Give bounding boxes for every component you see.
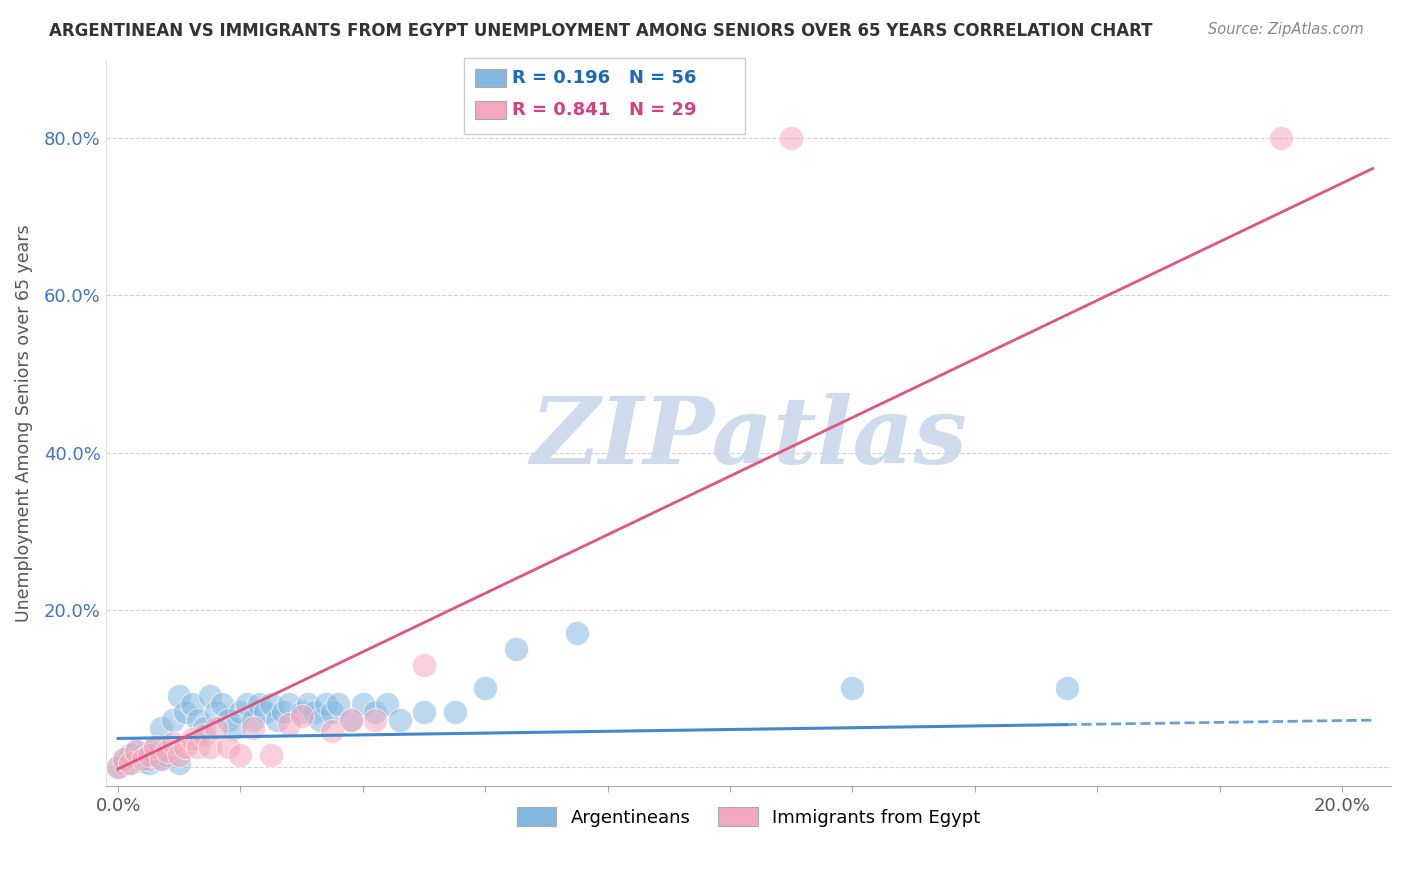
Point (443, 705, 465, 719)
Point (169, 756, 191, 770)
Point (143, 740, 166, 755)
Text: ZIPatlas: ZIPatlas (530, 392, 967, 483)
Text: R = 0.841   N = 29: R = 0.841 N = 29 (512, 101, 696, 119)
Point (291, 708, 314, 723)
Point (841, 681, 863, 696)
Point (413, 705, 436, 719)
Point (315, 697, 337, 711)
Point (120, 756, 142, 770)
Point (260, 747, 283, 762)
Point (198, 689, 221, 703)
Point (309, 713, 332, 727)
Point (169, 689, 191, 703)
Point (217, 740, 239, 755)
Point (112, 752, 135, 766)
Point (217, 713, 239, 727)
Text: ARGENTINEAN VS IMMIGRANTS FROM EGYPT UNEMPLOYMENT AMONG SENIORS OVER 65 YEARS CO: ARGENTINEAN VS IMMIGRANTS FROM EGYPT UNE… (49, 22, 1153, 40)
Point (278, 697, 301, 711)
Point (1270, 131, 1292, 145)
Point (187, 740, 209, 755)
Point (149, 752, 172, 766)
Point (413, 657, 436, 672)
Point (302, 705, 325, 719)
Point (364, 713, 387, 727)
Text: R = 0.196   N = 56: R = 0.196 N = 56 (512, 69, 696, 87)
Point (242, 721, 264, 735)
Point (780, 131, 803, 145)
Point (156, 747, 179, 762)
Point (112, 756, 135, 770)
Point (125, 744, 148, 758)
Point (143, 747, 166, 762)
Point (174, 705, 197, 719)
Point (193, 728, 215, 742)
Point (235, 697, 257, 711)
Point (388, 713, 411, 727)
Point (339, 713, 361, 727)
Point (247, 697, 270, 711)
Point (180, 697, 202, 711)
Point (149, 752, 172, 766)
Point (156, 744, 179, 758)
Point (125, 752, 148, 766)
Point (107, 760, 129, 774)
Point (278, 716, 301, 731)
Point (211, 697, 233, 711)
Point (474, 681, 496, 696)
Point (1056, 681, 1078, 696)
Point (138, 747, 160, 762)
Point (565, 626, 588, 640)
Point (205, 705, 228, 719)
Point (364, 705, 387, 719)
Point (120, 756, 142, 770)
Point (253, 705, 276, 719)
Point (291, 705, 314, 719)
Point (107, 760, 129, 774)
Point (266, 713, 288, 727)
Point (143, 740, 166, 755)
Point (180, 732, 202, 747)
Point (328, 697, 350, 711)
Point (187, 713, 209, 727)
Point (297, 697, 319, 711)
Point (131, 752, 153, 766)
Text: Source: ZipAtlas.com: Source: ZipAtlas.com (1208, 22, 1364, 37)
Point (205, 721, 228, 735)
Point (321, 705, 343, 719)
Point (352, 697, 374, 711)
Point (339, 713, 361, 727)
Legend: Argentineans, Immigrants from Egypt: Argentineans, Immigrants from Egypt (508, 797, 990, 836)
Point (260, 697, 283, 711)
Point (112, 752, 135, 766)
Point (162, 736, 184, 750)
Point (162, 713, 184, 727)
Point (242, 713, 264, 727)
Point (125, 744, 148, 758)
Point (149, 721, 172, 735)
Point (131, 747, 153, 762)
Point (174, 740, 197, 755)
Point (193, 721, 215, 735)
Point (505, 642, 527, 657)
Point (131, 754, 153, 768)
Point (138, 752, 160, 766)
Point (224, 721, 246, 735)
Point (229, 747, 252, 762)
Point (377, 697, 399, 711)
Point (229, 705, 252, 719)
Point (198, 740, 221, 755)
Point (273, 705, 295, 719)
Point (120, 747, 142, 762)
Point (169, 747, 191, 762)
Y-axis label: Unemployment Among Seniors over 65 years: Unemployment Among Seniors over 65 years (15, 224, 32, 622)
Point (321, 724, 343, 739)
Point (138, 756, 160, 770)
